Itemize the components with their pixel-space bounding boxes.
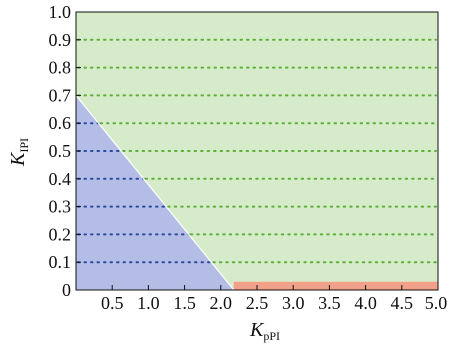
stability-boundary bbox=[75, 95, 235, 291]
y-tick-label: 0.1 bbox=[49, 252, 72, 272]
x-tick-label: 3.5 bbox=[318, 293, 341, 313]
x-axis-title-sub: pPI bbox=[263, 329, 280, 343]
x-tick-label: 3.0 bbox=[282, 293, 305, 313]
y-axis-title-sub: IPI bbox=[17, 138, 31, 153]
y-tick-label: 0 bbox=[62, 280, 71, 300]
y-tick-label: 0.2 bbox=[49, 224, 72, 244]
y-axis-title-main: K bbox=[7, 151, 29, 167]
y-tick-label: 0.7 bbox=[49, 85, 72, 105]
y-axis-title: KIPI bbox=[7, 138, 31, 167]
x-tick-label: 5.0 bbox=[425, 293, 448, 313]
y-tick-label: 0.8 bbox=[49, 58, 72, 78]
y-tick-label: 0.3 bbox=[49, 197, 72, 217]
y-tick-label: 0.9 bbox=[49, 30, 72, 50]
x-tick-label: 2.5 bbox=[246, 293, 269, 313]
x-tick-label: 1.5 bbox=[173, 293, 196, 313]
y-tick-label: 1.0 bbox=[49, 2, 72, 22]
x-tick-label: 4.0 bbox=[354, 293, 377, 313]
x-tick-label: 2.0 bbox=[210, 293, 233, 313]
region-2 bbox=[233, 281, 438, 290]
boundary-line bbox=[75, 95, 235, 291]
x-tick-label: 4.5 bbox=[391, 293, 414, 313]
grid-lines bbox=[77, 38, 437, 264]
x-tick-label: 0.5 bbox=[101, 293, 124, 313]
x-tick-label: 1.0 bbox=[137, 293, 160, 313]
y-tick-label: 0.4 bbox=[49, 169, 72, 189]
x-axis-title: KpPI bbox=[249, 319, 280, 343]
y-tick-label: 0.6 bbox=[49, 113, 72, 133]
y-axis-ticks: 0 0.1 0.2 0.3 0.4 0.5 0.6 0.7 0.8 0.9 1.0 bbox=[49, 2, 81, 300]
y-tick-label: 0.5 bbox=[49, 141, 72, 161]
x-axis-ticks: 0.5 1.0 1.5 2.0 2.5 3.0 3.5 4.0 4.5 5.0 bbox=[101, 285, 447, 313]
x-axis-title-main: K bbox=[249, 319, 265, 341]
